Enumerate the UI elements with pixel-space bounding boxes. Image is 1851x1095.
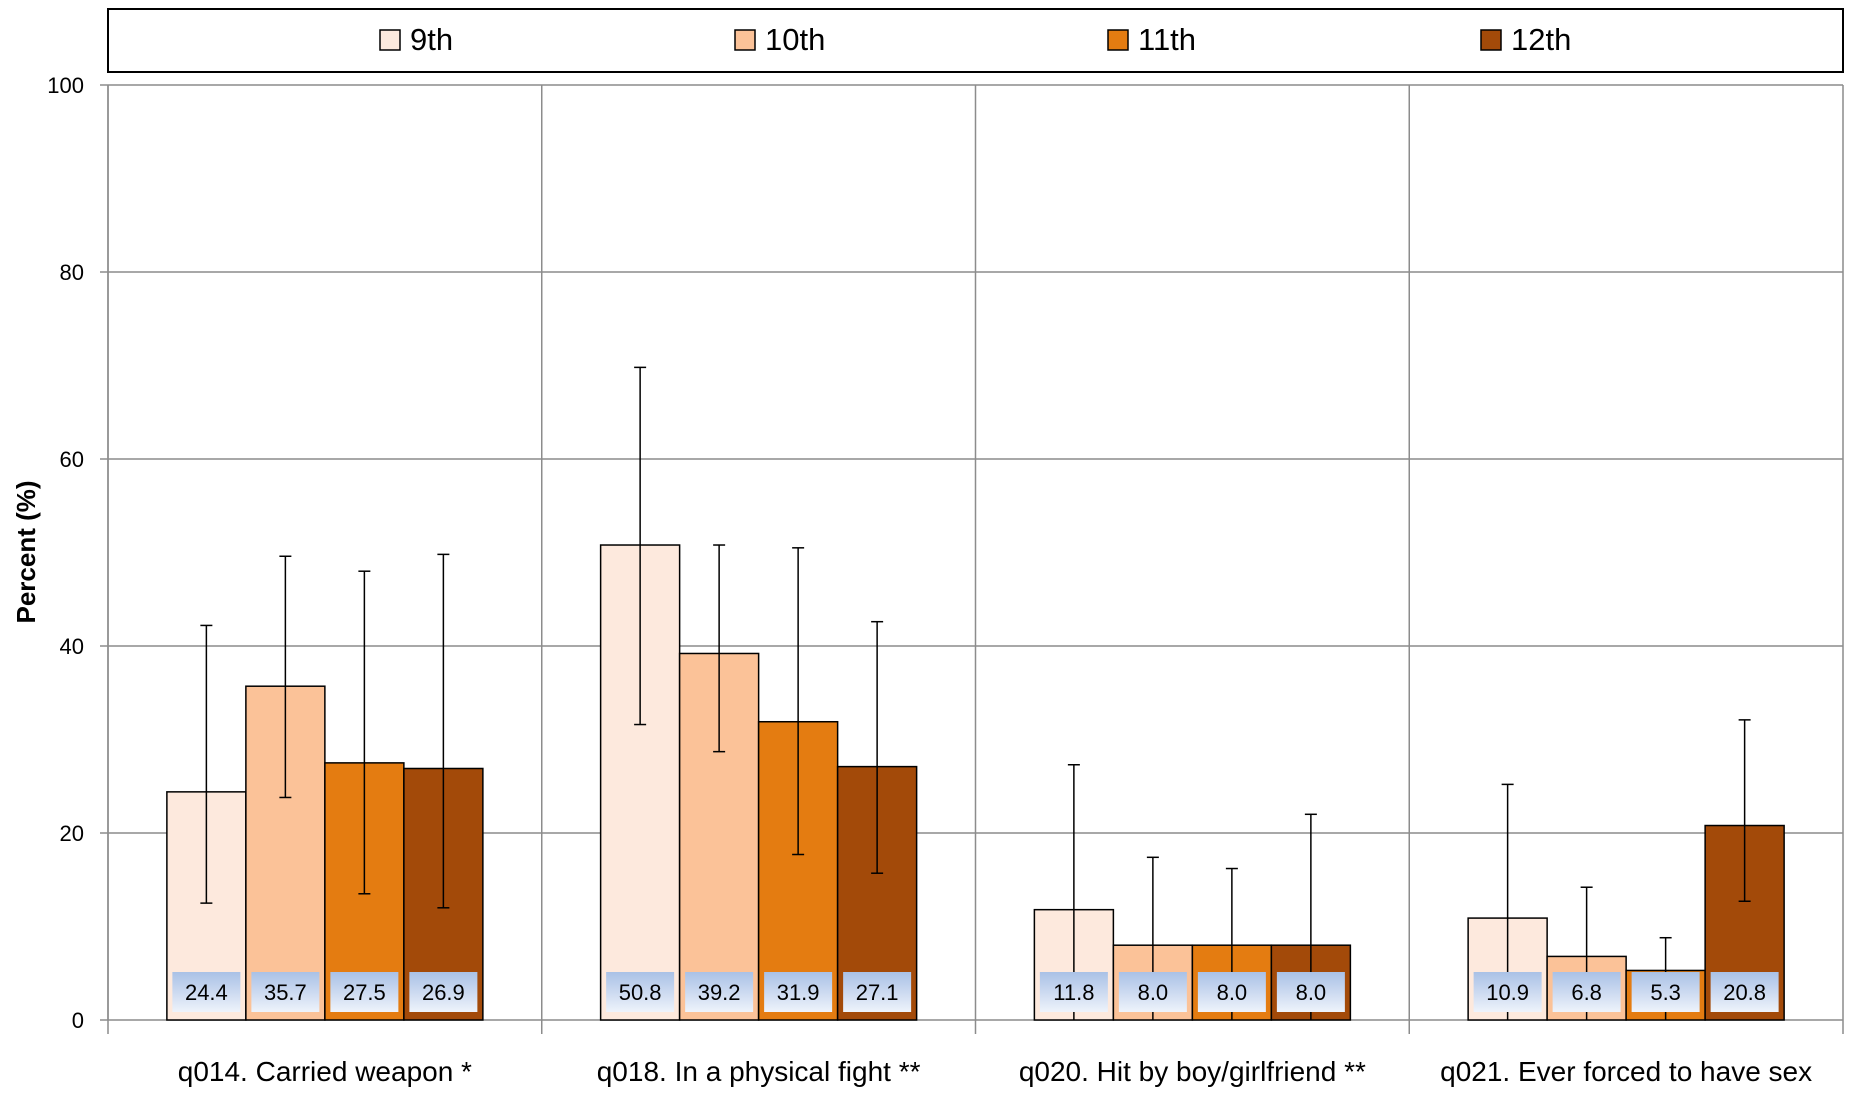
legend-label-11th: 11th [1138,22,1196,57]
legend-swatch-10th [734,29,756,51]
y-tick-label-60: 60 [60,447,84,472]
data-label-bg-9th-3 [1473,972,1542,1012]
data-label-bg-10th-3 [1552,972,1621,1012]
data-label-bg-10th-1 [685,972,754,1012]
data-label-10th-2: 8.0 [1138,980,1169,1005]
data-label-bg-10th-2 [1118,972,1187,1012]
data-label-bg-12th-3 [1710,972,1779,1012]
data-label-bg-12th-0 [409,972,478,1012]
data-label-12th-0: 26.9 [422,980,465,1005]
category-label-3: q021. Ever forced to have sex [1440,1056,1812,1087]
y-tick-label-40: 40 [60,634,84,659]
category-label-2: q020. Hit by boy/girlfriend ** [1019,1056,1366,1087]
data-label-11th-3: 5.3 [1650,980,1681,1005]
data-label-bg-11th-1 [764,972,833,1012]
data-label-10th-3: 6.8 [1571,980,1602,1005]
data-label-bg-9th-1 [606,972,675,1012]
legend-swatch-12th [1480,29,1502,51]
data-label-bg-11th-2 [1197,972,1266,1012]
legend-box [107,8,1844,73]
data-label-11th-1: 31.9 [777,980,820,1005]
legend-swatch-11th [1107,29,1129,51]
y-tick-label-100: 100 [47,73,84,98]
y-tick-label-20: 20 [60,821,84,846]
data-label-bg-11th-0 [330,972,399,1012]
data-label-9th-2: 11.8 [1053,980,1094,1005]
data-label-bg-9th-0 [172,972,241,1012]
legend-label-10th: 10th [765,22,825,57]
legend-label-9th: 9th [410,22,453,57]
legend-swatch-9th [379,29,401,51]
data-label-9th-1: 50.8 [619,980,662,1005]
data-label-12th-1: 27.1 [856,980,899,1005]
data-label-10th-1: 39.2 [698,980,741,1005]
data-label-bg-9th-2 [1039,972,1108,1012]
y-axis-title: Percent (%) [11,480,41,623]
legend-label-12th: 12th [1511,22,1571,57]
data-label-bg-12th-1 [843,972,912,1012]
category-label-0: q014. Carried weapon * [178,1056,472,1087]
data-label-9th-3: 10.9 [1486,980,1529,1005]
data-label-11th-2: 8.0 [1217,980,1248,1005]
y-tick-label-0: 0 [72,1008,84,1033]
data-label-bg-11th-3 [1631,972,1700,1012]
data-label-9th-0: 24.4 [185,980,228,1005]
data-label-bg-12th-2 [1276,972,1345,1012]
data-label-10th-0: 35.7 [264,980,307,1005]
data-label-11th-0: 27.5 [343,980,386,1005]
category-label-1: q018. In a physical fight ** [597,1056,921,1087]
data-label-bg-10th-0 [251,972,320,1012]
data-label-12th-2: 8.0 [1296,980,1327,1005]
y-tick-label-80: 80 [60,260,84,285]
data-label-12th-3: 20.8 [1723,980,1766,1005]
